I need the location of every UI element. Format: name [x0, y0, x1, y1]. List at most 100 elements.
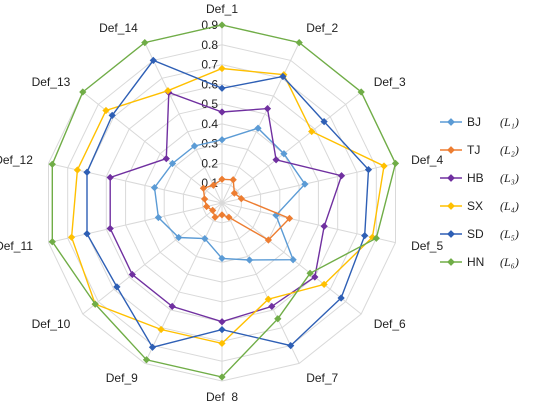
category-label: Def_8 — [206, 390, 238, 402]
data-point — [263, 104, 272, 113]
data-point — [218, 21, 226, 29]
data-point — [164, 87, 172, 95]
radial-tick-label: 0.2 — [201, 156, 218, 170]
data-point — [254, 124, 262, 132]
data-point — [108, 111, 116, 120]
data-point — [48, 160, 56, 168]
data-point — [279, 72, 287, 81]
radial-tick-labels: 0.10.20.30.40.50.60.70.80.9 — [201, 18, 218, 190]
data-point — [287, 341, 295, 350]
category-label: Def_1 — [206, 2, 238, 16]
data-point — [113, 283, 121, 291]
data-point — [168, 159, 177, 168]
data-point — [337, 172, 346, 180]
data-point — [289, 256, 297, 264]
category-label: Def_12 — [0, 153, 33, 167]
radial-tick-label: 0.4 — [201, 117, 218, 131]
legend-label: HN — [467, 255, 484, 269]
data-point — [190, 142, 199, 150]
data-point — [229, 176, 237, 184]
data-point — [73, 166, 82, 174]
series-tj — [199, 175, 294, 244]
grid-spoke — [144, 202, 223, 364]
data-point — [128, 270, 136, 279]
data-point — [268, 302, 276, 311]
category-label: Def_10 — [32, 317, 71, 331]
legend-label: TJ — [467, 143, 480, 157]
data-point — [218, 108, 226, 116]
grid-spoke — [221, 42, 300, 204]
category-label: Def_9 — [106, 371, 138, 385]
data-point — [320, 222, 328, 230]
legend-label: SX — [467, 199, 483, 213]
radial-tick-label: 0.6 — [201, 77, 218, 91]
legend-label: SD — [467, 227, 484, 241]
data-point — [218, 318, 226, 326]
legend-item-tj: TJ (L₂) — [440, 143, 519, 157]
data-point — [295, 38, 303, 47]
data-point — [245, 256, 254, 264]
data-point — [218, 211, 226, 219]
data-point — [361, 231, 369, 240]
legend-sublabel: (L₅) — [500, 227, 519, 241]
legend-marker — [447, 258, 455, 266]
category-label: Def_4 — [411, 153, 443, 167]
data-point — [175, 233, 183, 242]
data-point — [311, 273, 319, 281]
data-point — [218, 136, 226, 144]
data-point — [83, 230, 91, 238]
legend-sublabel: (L₂) — [500, 143, 519, 157]
category-label: Def_11 — [0, 239, 33, 253]
series-hn — [48, 21, 400, 381]
data-point — [301, 180, 309, 188]
legend-sublabel: (L₆) — [500, 255, 519, 269]
grid-spoke — [221, 91, 362, 204]
series-sx — [67, 64, 388, 348]
legend-sublabel: (L₃) — [500, 171, 519, 185]
data-point — [83, 168, 91, 176]
legend-label: BJ — [467, 115, 481, 129]
data-point — [272, 156, 280, 164]
data-point — [285, 214, 294, 223]
data-point — [106, 224, 114, 233]
legend-marker — [447, 118, 455, 126]
data-point — [106, 173, 114, 182]
data-point — [391, 159, 400, 168]
data-point — [372, 234, 380, 242]
radial-tick-label: 0.8 — [201, 38, 218, 52]
legend-item-hb: HB (L₃) — [440, 171, 519, 185]
legend-marker — [447, 174, 455, 182]
series-sd — [83, 56, 373, 351]
data-point — [199, 184, 208, 192]
radial-tick-label: 0.9 — [201, 18, 218, 32]
category-label: Def_2 — [306, 21, 338, 35]
data-point — [150, 183, 159, 192]
data-point — [230, 189, 239, 197]
legend-item-sx: SX (L₄) — [440, 199, 519, 213]
legend-item-bj: BJ (L₁) — [440, 115, 519, 129]
data-point — [149, 56, 157, 65]
data-point — [67, 233, 76, 241]
data-point — [264, 295, 272, 303]
data-point — [202, 202, 211, 211]
grid-spoke — [144, 42, 223, 204]
data-point — [201, 234, 209, 243]
series-line — [153, 127, 306, 261]
data-point — [154, 213, 163, 222]
data-point — [218, 373, 226, 381]
legend-marker — [447, 230, 455, 238]
grid-spoke — [48, 202, 223, 244]
data-point — [218, 339, 226, 348]
series-hb — [106, 88, 346, 326]
grid-spoke — [82, 202, 223, 315]
legend-sublabel: (L₁) — [500, 115, 519, 129]
data-point — [209, 206, 217, 215]
data-point — [264, 236, 273, 244]
data-point — [142, 356, 151, 364]
data-point — [200, 195, 209, 203]
data-point — [320, 117, 328, 126]
radar-series — [48, 21, 400, 381]
data-point — [357, 88, 365, 96]
data-point — [225, 213, 233, 221]
